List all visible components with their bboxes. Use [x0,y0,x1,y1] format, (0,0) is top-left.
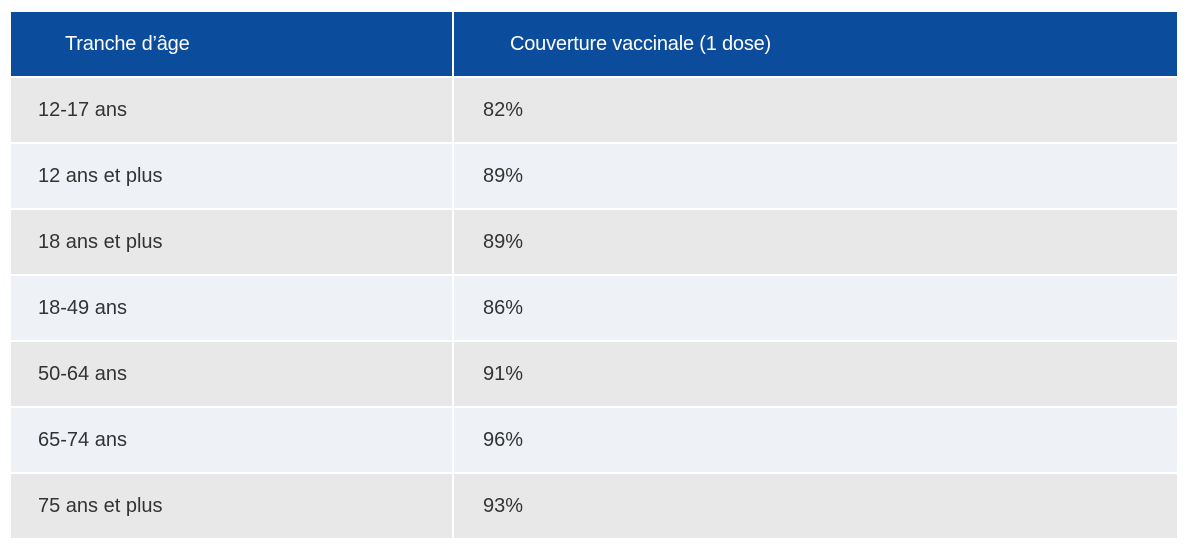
age-group-cell: 50-64 ans [11,342,454,406]
age-group-cell: 12 ans et plus [11,144,454,208]
coverage-cell: 82% [483,99,524,121]
age-group-cell: 12-17 ans [11,78,454,142]
table-row: 12-17 ans 82% [11,78,1177,142]
table-row: 12 ans et plus 89% [11,144,1177,208]
age-group-cell: 18-49 ans [11,276,454,340]
coverage-cell: 89% [483,165,524,187]
age-group-cell: 18 ans et plus [11,210,454,274]
age-group-cell: 75 ans et plus [11,474,454,538]
vaccination-coverage-table: Tranche d’âge Couverture vaccinale (1 do… [11,12,1177,538]
coverage-cell: 96% [483,429,524,451]
coverage-cell: 86% [483,297,524,319]
coverage-cell: 93% [483,495,524,517]
table-row: 18-49 ans 86% [11,276,1177,340]
table-header-row: Tranche d’âge Couverture vaccinale (1 do… [11,12,1177,76]
table-row: 50-64 ans 91% [11,342,1177,406]
coverage-cell: 89% [483,231,524,253]
age-group-cell: 65-74 ans [11,408,454,472]
header-vaccination-coverage: Couverture vaccinale (1 dose) [510,33,771,55]
header-age-group: Tranche d’âge [11,12,454,76]
table-row: 18 ans et plus 89% [11,210,1177,274]
table-row: 65-74 ans 96% [11,408,1177,472]
table-row: 75 ans et plus 93% [11,474,1177,538]
coverage-cell: 91% [483,363,524,385]
